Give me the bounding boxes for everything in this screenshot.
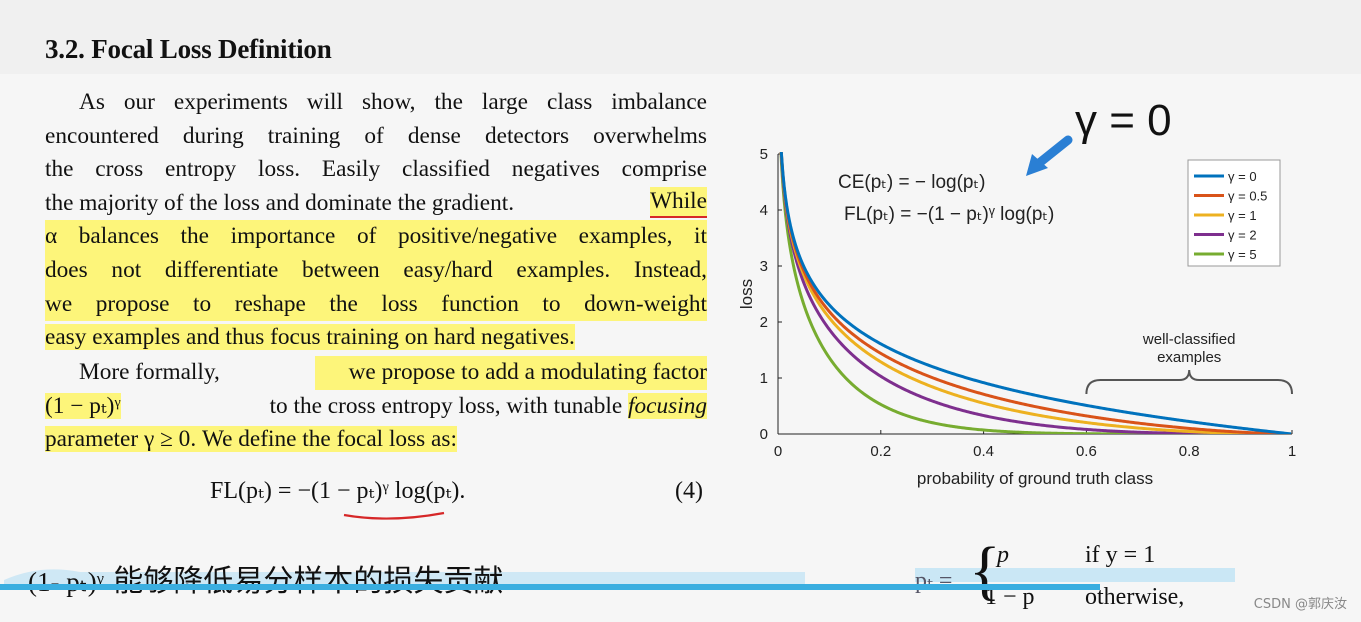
red-underline-icon — [343, 511, 445, 520]
x-tick-label: 0.2 — [870, 443, 891, 460]
text-line: More formally, we propose to add a modul… — [45, 356, 707, 390]
subtitle-text: 能够降低易分样本的损失贡献 — [113, 564, 504, 599]
brace-icon: { — [969, 534, 1001, 607]
subtitle-backdrop-icon — [4, 569, 805, 588]
legend-label: γ = 0.5 — [1228, 189, 1267, 204]
paragraph-1: As our experiments will show, the large … — [45, 86, 707, 355]
y-tick-label: 3 — [760, 258, 768, 275]
text-line: does not differentiate between easy/hard… — [45, 253, 707, 288]
legend-label: γ = 1 — [1228, 208, 1257, 223]
legend-label: γ = 0 — [1228, 169, 1257, 184]
highlight-line: does not differentiate between easy/hard… — [45, 253, 707, 288]
paragraph-2: More formally, we propose to add a modul… — [45, 356, 707, 457]
text-line: the cross entropy loss. Easily classifie… — [45, 156, 707, 183]
arrow-icon — [1026, 135, 1073, 176]
y-tick-label: 5 — [760, 146, 768, 163]
highlight-segment: we propose to add a modulating factor — [314, 356, 707, 390]
annotation-label: examples — [1157, 349, 1221, 366]
x-tick-label: 0.4 — [973, 443, 994, 460]
focal-loss-equation: FL(pₜ) = −(1 − pₜ)ᵞ log(pₜ). — [210, 478, 466, 504]
x-tick-label: 1 — [1288, 443, 1296, 460]
y-axis-label: loss — [737, 279, 756, 309]
text-line: α balances the importance of positive/ne… — [45, 220, 707, 254]
annotation-label: well-classified — [1142, 331, 1236, 348]
text-segment: More formally, — [79, 359, 220, 385]
text-line: easy examples and thus focus training on… — [45, 321, 707, 355]
legend-box — [1187, 159, 1281, 267]
x-tick-label: 0 — [774, 443, 782, 460]
case2-condition: otherwise, — [1085, 584, 1185, 610]
y-tick-label: 2 — [760, 314, 768, 331]
equation-number: (4) — [675, 478, 703, 504]
text-segment: to the cross entropy loss, with tunable — [269, 392, 623, 419]
text-line: encountered during training of dense det… — [45, 122, 707, 149]
text-line: parameter γ ≥ 0. We define the focal los… — [45, 423, 707, 457]
chinese-subtitle: (1- pₜ)ᵞ 能够降低易分样本的损失贡献 — [28, 556, 503, 600]
cloud-overlay-icon — [915, 568, 1235, 582]
x-tick-label: 0.6 — [1076, 443, 1097, 460]
focal-loss-chart: 0 0.2 0.4 0.6 0.8 1 0 1 2 3 4 5 probability of groun… — [737, 146, 1296, 488]
focusing-word: focusing — [628, 392, 707, 419]
video-progress-bar[interactable] — [0, 584, 1100, 590]
top-band — [0, 0, 1361, 74]
formula-ce: CE(pₜ) = − log(pₜ) — [838, 172, 985, 193]
series-line — [779, 152, 1291, 434]
text-line: (1 − pₜ)ᵞ to the cross entropy loss, wit… — [45, 390, 707, 424]
y-tick-label: 1 — [760, 370, 768, 387]
text-line: As our experiments will show, the large … — [79, 89, 707, 115]
x-tick-label: 0.8 — [1179, 443, 1200, 460]
highlight-line: we propose to reshape the loss function … — [45, 287, 707, 322]
y-tick-label: 0 — [760, 426, 768, 443]
section-title: 3.2. Focal Loss Definition — [45, 34, 332, 64]
case1-condition: if y = 1 — [1085, 542, 1156, 568]
legend-label: γ = 5 — [1228, 247, 1257, 262]
pt-lhs: pₜ = — [915, 568, 953, 594]
case1-value: p — [997, 542, 1009, 568]
highlight-line: α balances the importance of positive/ne… — [45, 220, 707, 254]
text-segment: the majority of the loss and dominate th… — [45, 189, 515, 216]
legend-label: γ = 2 — [1228, 228, 1257, 243]
gamma-annotation: γ = 0 — [1075, 96, 1172, 145]
highlight-math: (1 − pₜ)ᵞ — [45, 392, 121, 419]
x-axis-label: probability of ground truth class — [917, 469, 1153, 488]
series-line — [779, 152, 1291, 434]
highlight-line: parameter γ ≥ 0. We define the focal los… — [45, 426, 457, 453]
formula-fl: FL(pₜ) = −(1 − pₜ)ᵞ log(pₜ) — [844, 204, 1054, 225]
text-segment: to the cross entropy loss, with tunable … — [270, 390, 707, 424]
watermark: CSDN @郭庆汝 — [1253, 597, 1347, 612]
series-line — [779, 152, 1292, 434]
brace-annotation — [1085, 369, 1293, 395]
series-line — [779, 152, 1291, 434]
highlight-line: easy examples and thus focus training on… — [45, 324, 575, 351]
y-tick-label: 4 — [760, 202, 768, 219]
text-line: we propose to reshape the loss function … — [45, 287, 707, 322]
text-line: the majority of the loss and dominate th… — [45, 186, 707, 221]
highlight-while: While — [650, 186, 707, 218]
subtitle-math: (1- pₜ)ᵞ — [28, 567, 104, 597]
